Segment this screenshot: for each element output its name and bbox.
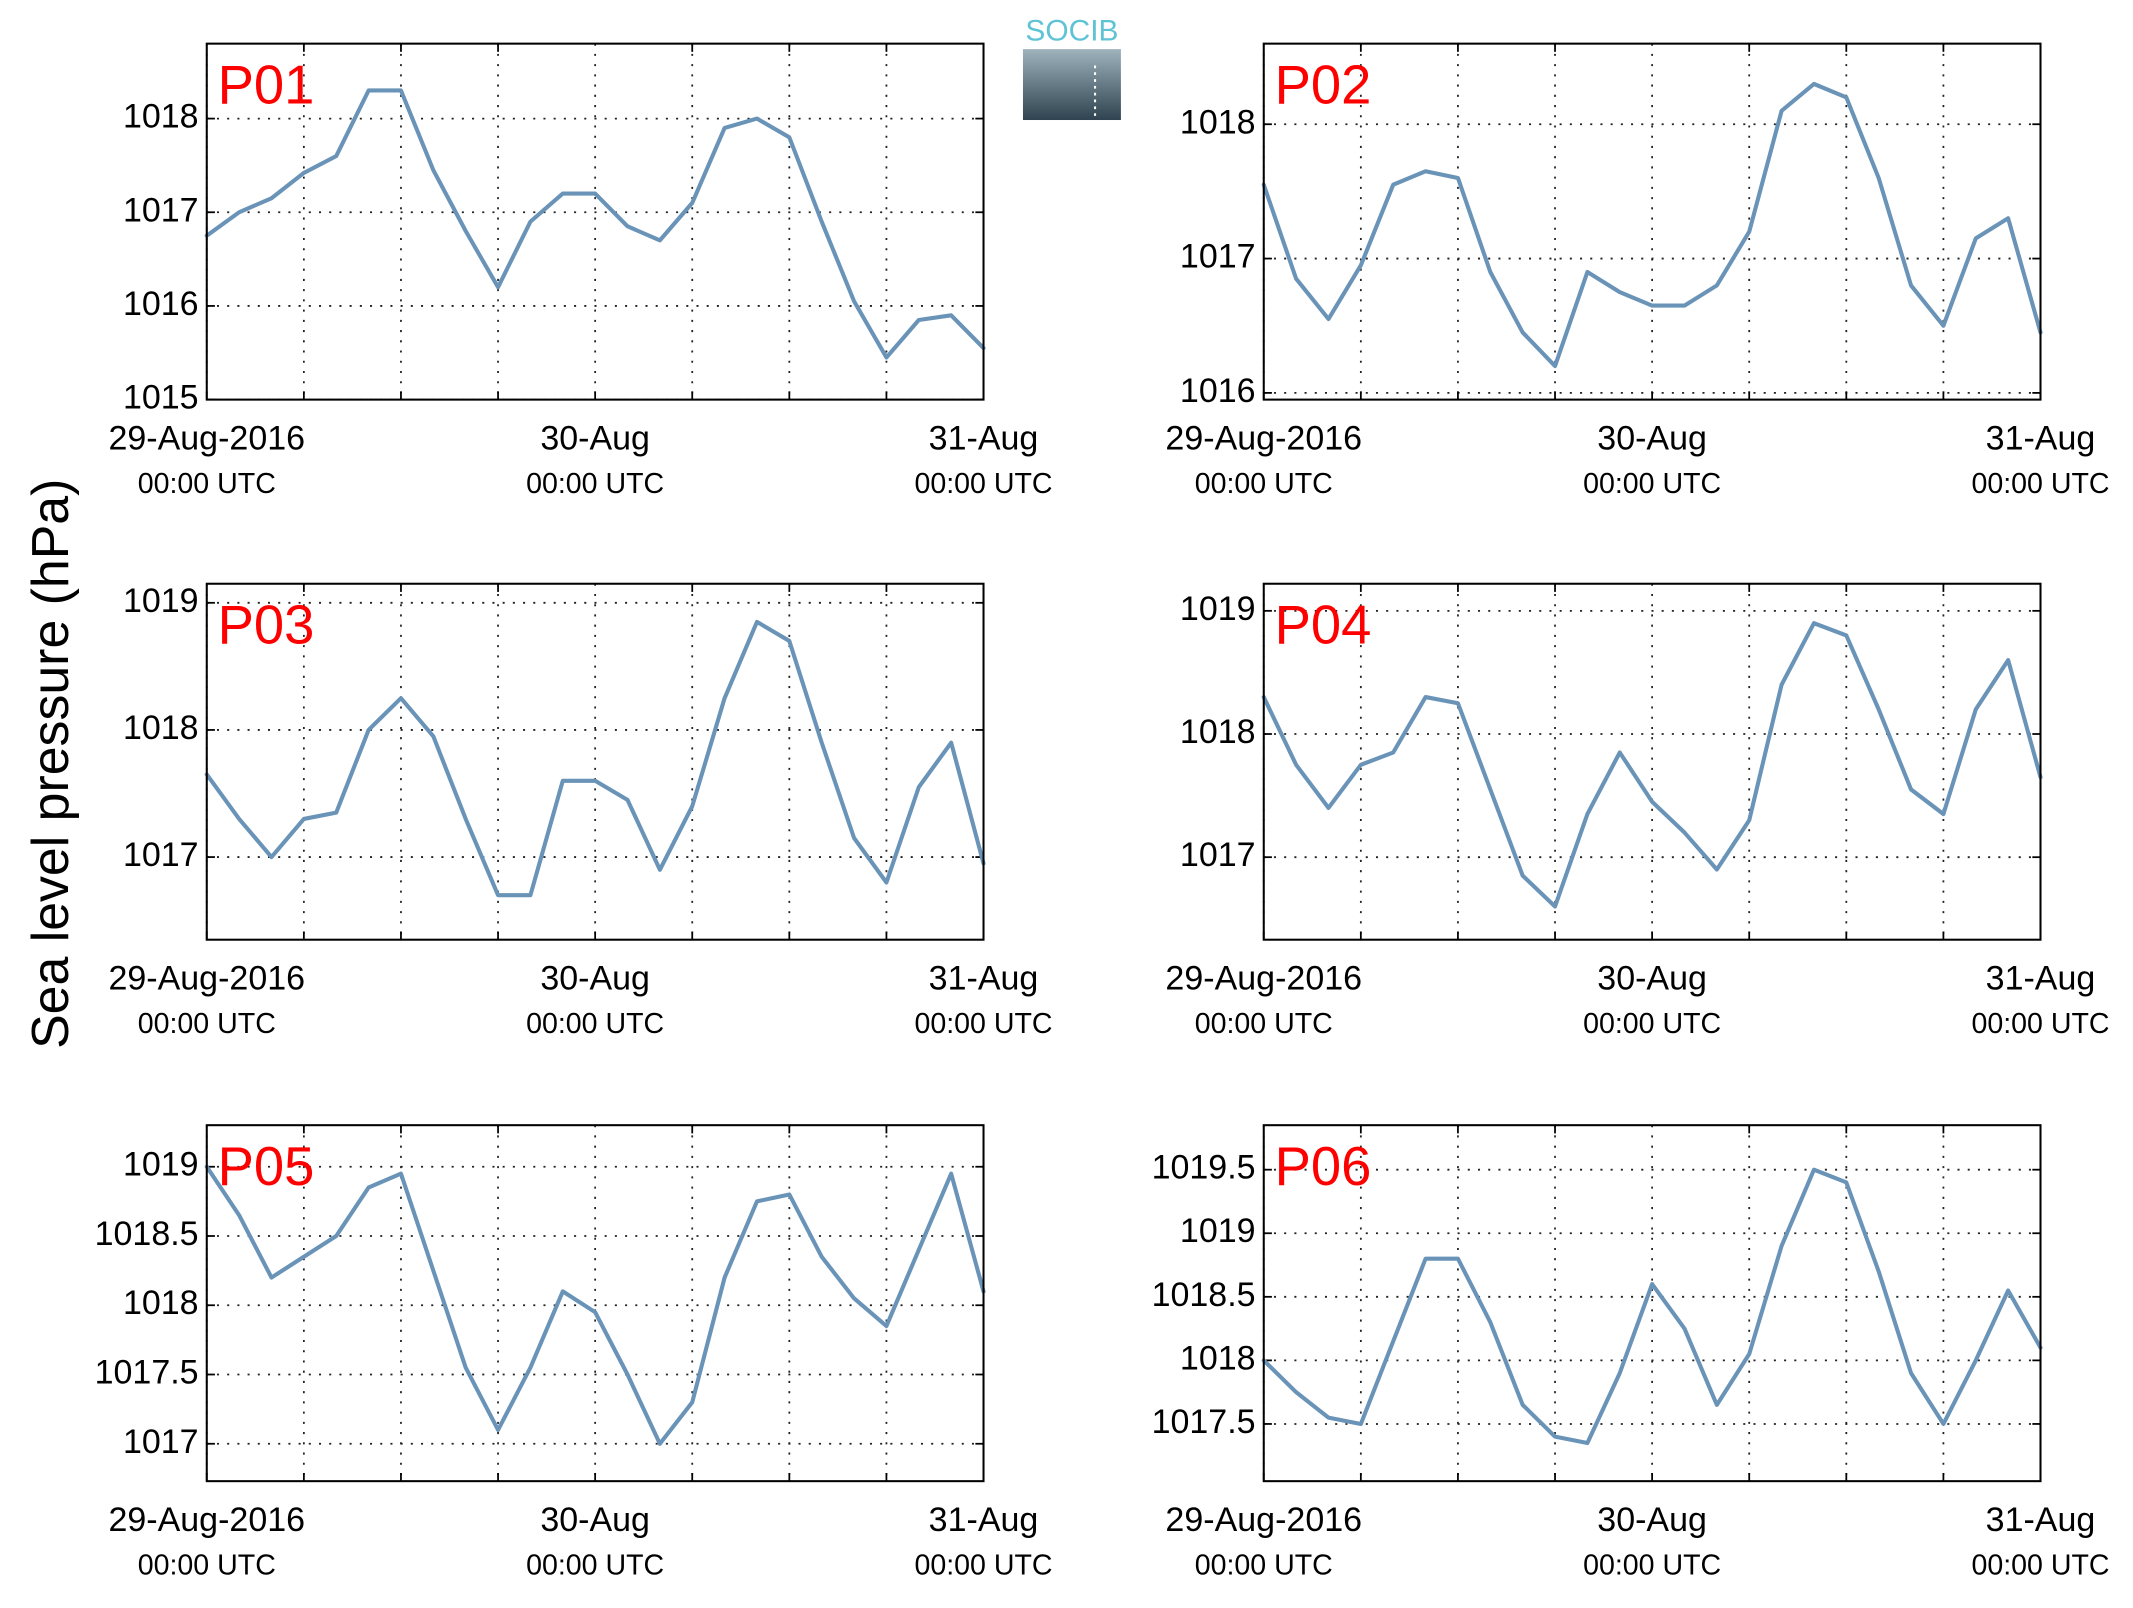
x-tick-sublabel: 00:00 UTC [914,1550,1052,1582]
y-tick-label: 1016 [1180,372,1256,410]
y-tick-label: 1019 [123,582,199,620]
plot-area [206,583,984,940]
x-tick-label: 30-Aug [540,420,650,458]
plot-frame [1262,1124,2042,1483]
x-tick-sublabel: 00:00 UTC [1583,1550,1721,1582]
subplot-title: P02 [1275,55,1372,116]
y-tick-label: 1018 [123,1284,199,1322]
subplot: 1017 1018 1019 29-Aug-2016 00:00 UTC 30-Aug 00… [1165,582,2110,1040]
subplot-title: P03 [218,595,315,656]
x-tick-label: 30-Aug [540,960,650,998]
x-tick-label: 29-Aug-2016 [1165,420,1362,458]
x-tick-label: 31-Aug [929,420,1039,458]
x-tick-label: 31-Aug [1986,420,2096,458]
x-tick-label: 29-Aug-2016 [1165,1501,1362,1539]
subplot: 1017 1018 1019 29-Aug-2016 00:00 UTC 30-Aug 00… [108,582,1052,1040]
x-tick-sublabel: 00:00 UTC [1195,468,1333,500]
subplot: 1016 1017 1018 29-Aug-2016 00:00 UTC 30-Aug 00… [1165,42,2110,500]
x-tick-sublabel: 00:00 UTC [526,1008,664,1040]
x-tick-sublabel: 00:00 UTC [1195,1550,1333,1582]
logo-text: SOCIB [1025,15,1118,48]
plot-area [206,1125,984,1482]
plot-frame [205,1124,985,1483]
x-tick-sublabel: 00:00 UTC [1583,1008,1721,1040]
subplot-title: P01 [218,55,315,116]
x-tick-label: 30-Aug [540,1501,650,1539]
x-tick-label: 30-Aug [1597,1501,1707,1539]
x-tick-label: 31-Aug [929,960,1039,998]
x-tick-label: 29-Aug-2016 [108,420,305,458]
y-tick-label: 1018 [123,709,199,747]
y-tick-label: 1018 [1180,103,1256,141]
y-tick-label: 1017.5 [95,1353,199,1391]
y-tick-label: 1016 [123,285,199,323]
x-tick-label: 30-Aug [1597,420,1707,458]
series-line [1261,621,2043,909]
logo: SOCIB [1022,15,1121,121]
plot-area [1263,583,2041,940]
y-axis-label: Sea level pressure (hPa) [21,479,79,1049]
subplot-title: P04 [1275,595,1372,656]
x-tick-sublabel: 00:00 UTC [1971,1550,2109,1582]
y-tick-label: 1018 [1180,713,1256,751]
y-tick-label: 1017.5 [1152,1403,1256,1441]
plot-frame [1262,42,2042,401]
y-tick-label: 1017 [1180,238,1256,276]
series-line [204,1164,986,1446]
subplot: 1015 1016 1017 1018 29-Aug-2016 00:00 UTC 30-A… [108,42,1053,500]
y-tick-label: 1017 [123,1423,199,1461]
y-tick-label: 1018.5 [95,1215,199,1253]
y-tick-label: 1019 [1180,1212,1256,1250]
y-tick-label: 1019.5 [1152,1149,1256,1187]
x-tick-sublabel: 00:00 UTC [526,468,664,500]
x-tick-sublabel: 00:00 UTC [1195,1008,1333,1040]
y-tick-label: 1018.5 [1152,1276,1256,1314]
subplot: 1017.5 1018 1018.5 1019 1019.5 29-Aug-2016 00:… [1152,1124,2110,1582]
series-line [204,619,986,898]
x-tick-label: 29-Aug-2016 [108,1501,305,1539]
x-tick-sublabel: 00:00 UTC [1971,1008,2109,1040]
x-tick-sublabel: 00:00 UTC [914,468,1052,500]
x-tick-label: 29-Aug-2016 [108,960,305,998]
y-tick-label: 1017 [123,836,199,874]
x-tick-label: 29-Aug-2016 [1165,960,1362,998]
y-tick-label: 1019 [1180,590,1256,628]
x-tick-sublabel: 00:00 UTC [138,468,276,500]
plot-frame [205,42,985,401]
subplot-title: P06 [1275,1136,1372,1197]
x-tick-label: 31-Aug [1986,960,2096,998]
y-tick-label: 1018 [123,98,199,136]
x-tick-sublabel: 00:00 UTC [914,1008,1052,1040]
y-tick-label: 1019 [123,1146,199,1184]
x-tick-label: 30-Aug [1597,960,1707,998]
y-tick-label: 1017 [1180,836,1256,874]
plot-frame [1262,582,2042,941]
x-tick-label: 31-Aug [929,1501,1039,1539]
x-tick-sublabel: 00:00 UTC [1583,468,1721,500]
x-tick-sublabel: 00:00 UTC [526,1550,664,1582]
plot-area [1263,1125,2041,1482]
plot-area [1263,43,2041,400]
x-tick-label: 31-Aug [1986,1501,2096,1539]
subplot-title: P05 [218,1136,315,1197]
plot-area [206,43,984,400]
x-tick-sublabel: 00:00 UTC [138,1008,276,1040]
plot-frame [205,582,985,941]
x-tick-sublabel: 00:00 UTC [1971,468,2109,500]
logo-box [1022,49,1121,121]
y-tick-label: 1018 [1180,1339,1256,1377]
y-tick-label: 1017 [123,191,199,229]
series-line [204,88,986,360]
x-tick-sublabel: 00:00 UTC [138,1550,276,1582]
series-line [1261,81,2043,369]
y-tick-label: 1015 [123,379,199,417]
subplot: 1017 1017.5 1018 1018.5 1019 29-Aug-2016 00:00… [95,1124,1053,1582]
series-line [1261,1167,2043,1446]
